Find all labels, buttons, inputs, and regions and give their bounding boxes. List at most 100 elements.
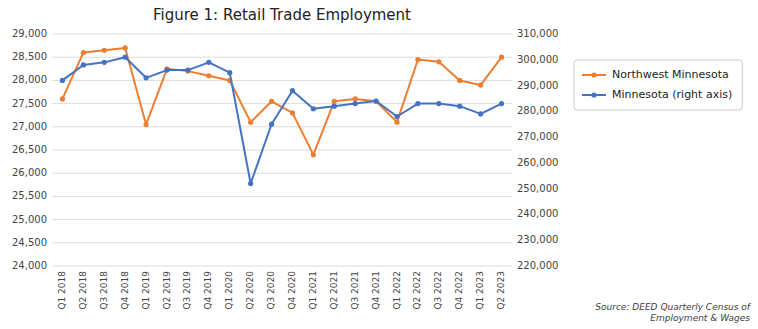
grid-line (52, 242, 512, 243)
y2-tick-label: 300,000 (517, 54, 558, 65)
y-tick-label: 27,000 (12, 121, 47, 132)
x-tick-label: Q4 2018 (120, 271, 130, 310)
x-tick-label: Q3 2022 (433, 271, 443, 310)
series-point (415, 57, 420, 62)
series-point (373, 98, 378, 103)
series-point (311, 152, 316, 157)
source-line: Source: DEED Quarterly Census of (595, 302, 752, 312)
y2-tick-label: 220,000 (517, 260, 558, 271)
x-tick-label: Q3 2021 (350, 271, 360, 310)
y2-tick-label: 250,000 (517, 183, 558, 194)
y2-tick-label: 310,000 (517, 28, 558, 39)
series-point (394, 114, 399, 119)
x-tick-label: Q1 2022 (392, 271, 402, 310)
x-tick-label: Q4 2021 (371, 271, 381, 310)
title: Figure 1: Retail Trade Employment (153, 6, 411, 24)
source-line: Employment & Wages (650, 313, 750, 323)
y-tick-label: 28,000 (12, 74, 47, 85)
y2-tick-label: 290,000 (517, 80, 558, 91)
series-point (81, 62, 86, 67)
x-tick-label: Q2 2019 (162, 271, 172, 310)
series-point (269, 122, 274, 127)
y2-tick-label: 240,000 (517, 208, 558, 219)
series-line (62, 48, 501, 155)
y-tick-label: 24,000 (12, 260, 47, 271)
series-point (164, 67, 169, 72)
y-tick-label: 27,500 (12, 98, 47, 109)
y-tick-label: 24,500 (12, 237, 47, 248)
series-point (353, 96, 358, 101)
grid-line (52, 196, 512, 197)
series-point (102, 60, 107, 65)
x-tick-label: Q2 2021 (329, 271, 339, 310)
y-tick-label: 26,500 (12, 144, 47, 155)
series-point (248, 181, 253, 186)
series-point (499, 101, 504, 106)
series-point (123, 55, 128, 60)
x-tick-label: Q3 2019 (182, 271, 192, 310)
grid-line (52, 126, 512, 127)
series-point (436, 59, 441, 64)
series-point (499, 55, 504, 60)
x-tick-label: Q3 2020 (266, 271, 276, 310)
legend-marker (591, 72, 596, 77)
x-tick-label: Q2 2020 (245, 271, 255, 310)
grid-line (52, 150, 512, 151)
x-tick-label: Q1 2021 (308, 271, 318, 310)
series-point (478, 82, 483, 87)
series-point (206, 60, 211, 65)
series-point (311, 106, 316, 111)
x-tick-label: Q1 2019 (141, 271, 151, 310)
series-point (394, 120, 399, 125)
legend-label: Northwest Minnesota (612, 68, 729, 81)
series-point (269, 99, 274, 104)
series-point (143, 75, 148, 80)
series-point (415, 101, 420, 106)
legend: Northwest MinnesotaMinnesota (right axis… (574, 60, 742, 110)
series-point (60, 96, 65, 101)
y-tick-label: 26,000 (12, 167, 47, 178)
x-tick-label: Q2 2022 (412, 271, 422, 310)
series-point (353, 101, 358, 106)
x-tick-label: Q2 2018 (78, 271, 88, 310)
y-tick-label: 25,500 (12, 190, 47, 201)
y2-tick-label: 280,000 (517, 105, 558, 116)
series-point (185, 67, 190, 72)
series-point (60, 78, 65, 83)
y-tick-label: 25,000 (12, 214, 47, 225)
y-tick-label: 28,500 (12, 51, 47, 62)
series-point (436, 101, 441, 106)
x-tick-label: Q4 2020 (287, 271, 297, 310)
series-point (102, 48, 107, 53)
y2-tick-label: 230,000 (517, 234, 558, 245)
series-point (478, 111, 483, 116)
x-tick-label: Q1 2020 (224, 271, 234, 310)
grid-line (52, 173, 512, 174)
x-tick-label: Q1 2023 (475, 271, 485, 310)
series-point (81, 50, 86, 55)
background (0, 0, 758, 329)
x-tick-label: Q4 2022 (454, 271, 464, 310)
x-tick-label: Q4 2019 (203, 271, 213, 310)
series-point (457, 78, 462, 83)
series-point (227, 70, 232, 75)
grid-line (52, 219, 512, 220)
series-point (290, 88, 295, 93)
x-tick-label: Q1 2018 (57, 271, 67, 310)
grid-line (52, 266, 512, 267)
series-point (248, 120, 253, 125)
legend-box (574, 60, 742, 110)
grid (52, 34, 512, 266)
source-note: Source: DEED Quarterly Census ofEmployme… (595, 302, 752, 323)
series-point (123, 45, 128, 50)
x-tick-label: Q2 2023 (496, 271, 506, 310)
y-tick-label: 29,000 (12, 28, 47, 39)
grid-line (52, 80, 512, 81)
chart: Figure 1: Retail Trade Employment 24,000 2… (0, 0, 758, 329)
y2-tick-label: 260,000 (517, 157, 558, 168)
series-point (332, 99, 337, 104)
series-point (143, 122, 148, 127)
legend-marker (591, 92, 596, 97)
grid-line (52, 34, 512, 35)
x-tick-label: Q3 2018 (99, 271, 109, 310)
